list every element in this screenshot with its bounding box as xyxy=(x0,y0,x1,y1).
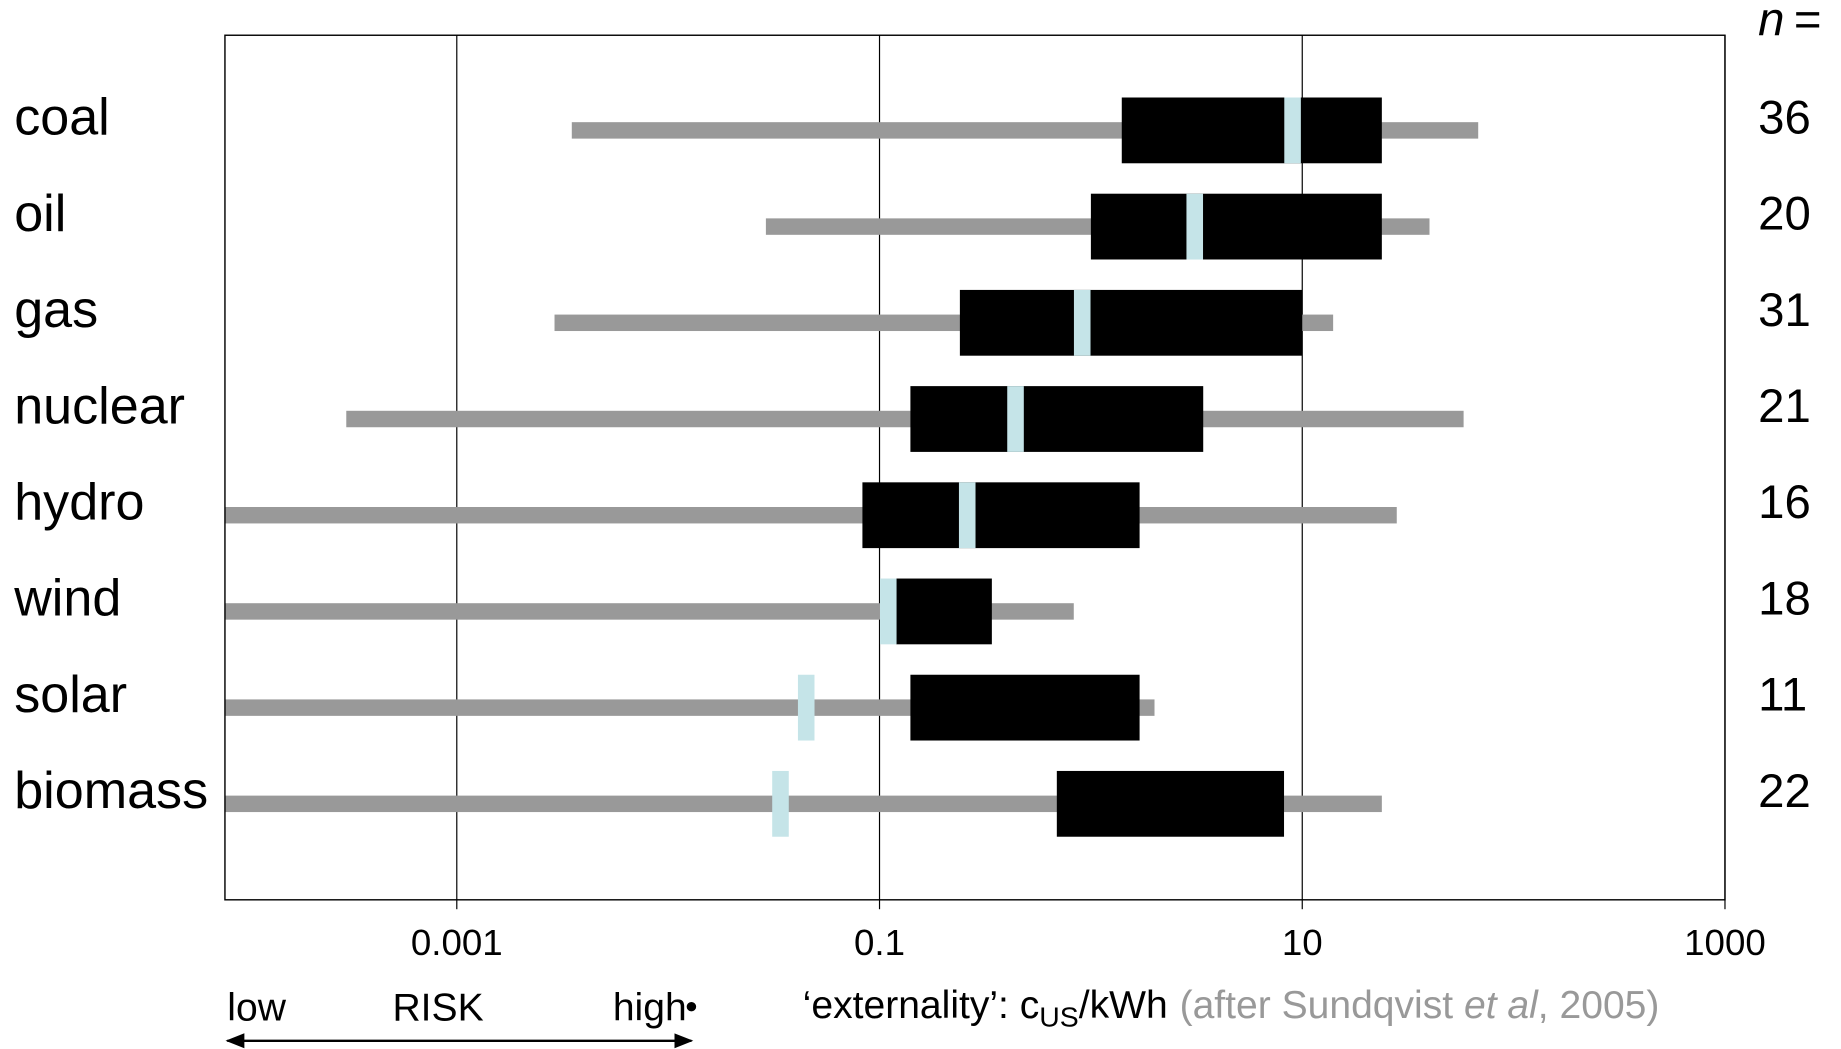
box xyxy=(910,674,1140,741)
x-label-sub: US xyxy=(1039,1001,1078,1033)
median xyxy=(1007,386,1024,452)
whisker xyxy=(346,410,1464,428)
n-eq: = xyxy=(1794,0,1822,46)
box xyxy=(959,289,1303,356)
risk-label: RISK xyxy=(392,987,483,1030)
whisker xyxy=(224,603,1074,620)
box xyxy=(896,578,992,645)
x-tick-label: 1000 xyxy=(1684,922,1766,963)
box xyxy=(1056,770,1285,837)
x-tick-label: 0.1 xyxy=(854,922,905,963)
x-tick-label: 10 xyxy=(1282,922,1323,963)
n-value: 36 xyxy=(1758,91,1811,144)
x-label-source: (after Sundqvist xyxy=(1180,984,1464,1027)
category-label: solar xyxy=(14,665,127,723)
n-symbol: n xyxy=(1758,0,1784,46)
box xyxy=(862,482,1140,549)
category-label: biomass xyxy=(14,761,208,819)
plot-frame xyxy=(224,34,1726,901)
category-label: hydro xyxy=(14,473,144,531)
n-value: 31 xyxy=(1758,283,1811,336)
n-value: 18 xyxy=(1758,572,1811,625)
box xyxy=(910,386,1204,452)
box xyxy=(1121,97,1382,164)
median xyxy=(797,674,815,741)
category-label: oil xyxy=(14,184,66,242)
median xyxy=(1186,193,1204,260)
category-label: nuclear xyxy=(14,376,185,434)
category-label: coal xyxy=(14,88,110,146)
category-label: gas xyxy=(14,280,98,338)
x-label-source-italic: et al xyxy=(1464,984,1539,1027)
x-axis-label: ‘externality’: cUS/kWh (after Sundqvist e… xyxy=(803,984,1660,1033)
risk-high: high xyxy=(613,987,687,1030)
median xyxy=(958,482,976,549)
x-tick-label: 0.001 xyxy=(411,922,503,963)
n-value: 21 xyxy=(1758,379,1811,432)
whisker xyxy=(224,506,1397,524)
median xyxy=(1073,289,1091,356)
risk-low: low xyxy=(227,987,287,1030)
box xyxy=(1090,193,1382,260)
n-value: 22 xyxy=(1758,764,1811,817)
n-value: 16 xyxy=(1758,475,1811,528)
x-label-main: ‘externality’: c xyxy=(803,984,1040,1027)
n-value: 11 xyxy=(1758,668,1807,721)
category-label: wind xyxy=(13,569,121,627)
n-header: n = xyxy=(1758,0,1821,46)
x-label-unit: /kWh xyxy=(1079,984,1168,1027)
x-label-source-end: , 2005) xyxy=(1538,984,1660,1027)
plot-area: 0.001 0.1 10 1000 coal 36 oil 20 gas 31 nuclear 21 h… xyxy=(13,35,1811,963)
median xyxy=(879,578,897,645)
median xyxy=(1284,97,1301,164)
risk-dot xyxy=(686,1002,697,1012)
median xyxy=(772,770,789,837)
n-value: 20 xyxy=(1758,187,1811,240)
